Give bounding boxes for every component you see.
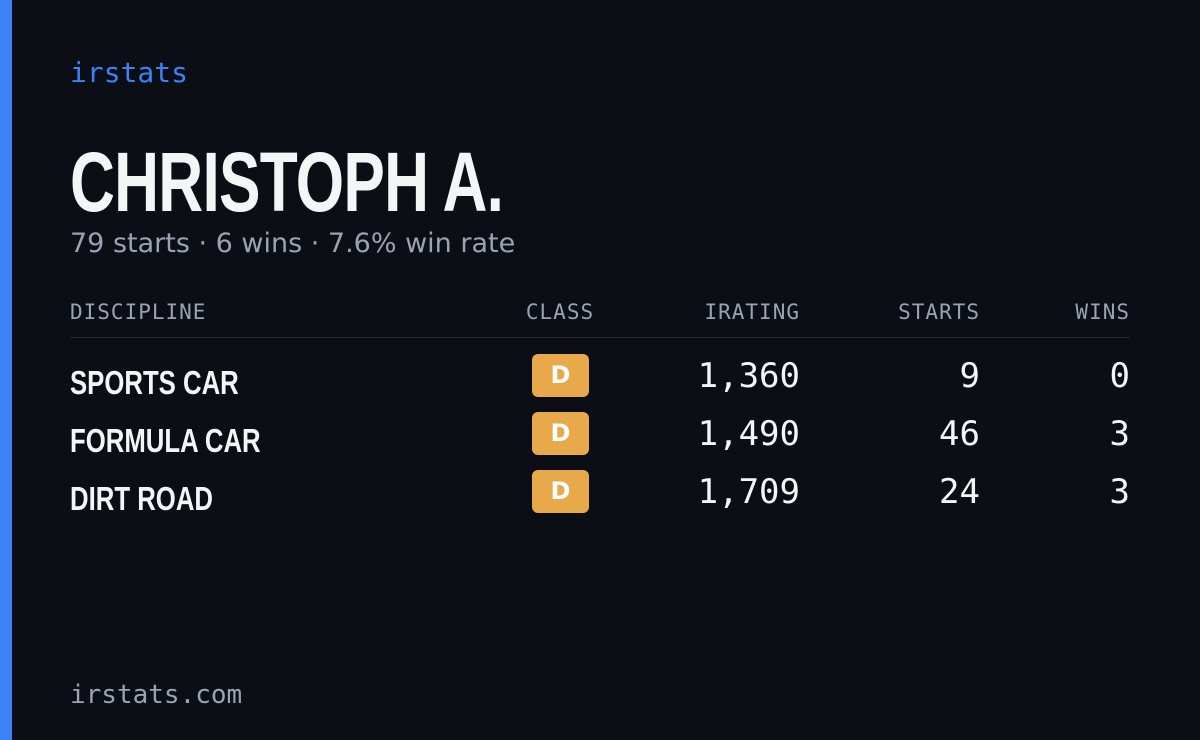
footer: irstats.com [70, 680, 243, 710]
class-badge: D [532, 470, 589, 513]
starts: 46 [939, 414, 980, 454]
column-header: DISCIPLINE [70, 300, 207, 324]
column-header: STARTS [898, 300, 980, 324]
discipline: DIRT ROAD [70, 480, 213, 517]
class-badge: D [532, 412, 589, 455]
irating: 1,360 [697, 356, 800, 396]
irating: 1,490 [697, 414, 800, 454]
column-header: WINS [1075, 300, 1130, 324]
wins: 0 [1109, 356, 1130, 396]
class-badge: D [532, 354, 589, 397]
header-rule [70, 337, 1130, 338]
column-header: CLASS [525, 300, 595, 324]
discipline: SPORTS CAR [70, 364, 239, 401]
brand: irstats [70, 56, 189, 89]
column-header: IRATING [704, 300, 800, 324]
player-name: CHRISTOPH A. [70, 135, 504, 229]
starts: 9 [959, 356, 980, 396]
wins: 3 [1109, 472, 1130, 512]
wins: 3 [1109, 414, 1130, 454]
starts: 24 [939, 472, 980, 512]
irating: 1,709 [697, 472, 800, 512]
accent-bar [0, 0, 12, 740]
discipline: FORMULA CAR [70, 422, 261, 459]
summary: 79 starts · 6 wins · 7.6% win rate [70, 228, 516, 259]
